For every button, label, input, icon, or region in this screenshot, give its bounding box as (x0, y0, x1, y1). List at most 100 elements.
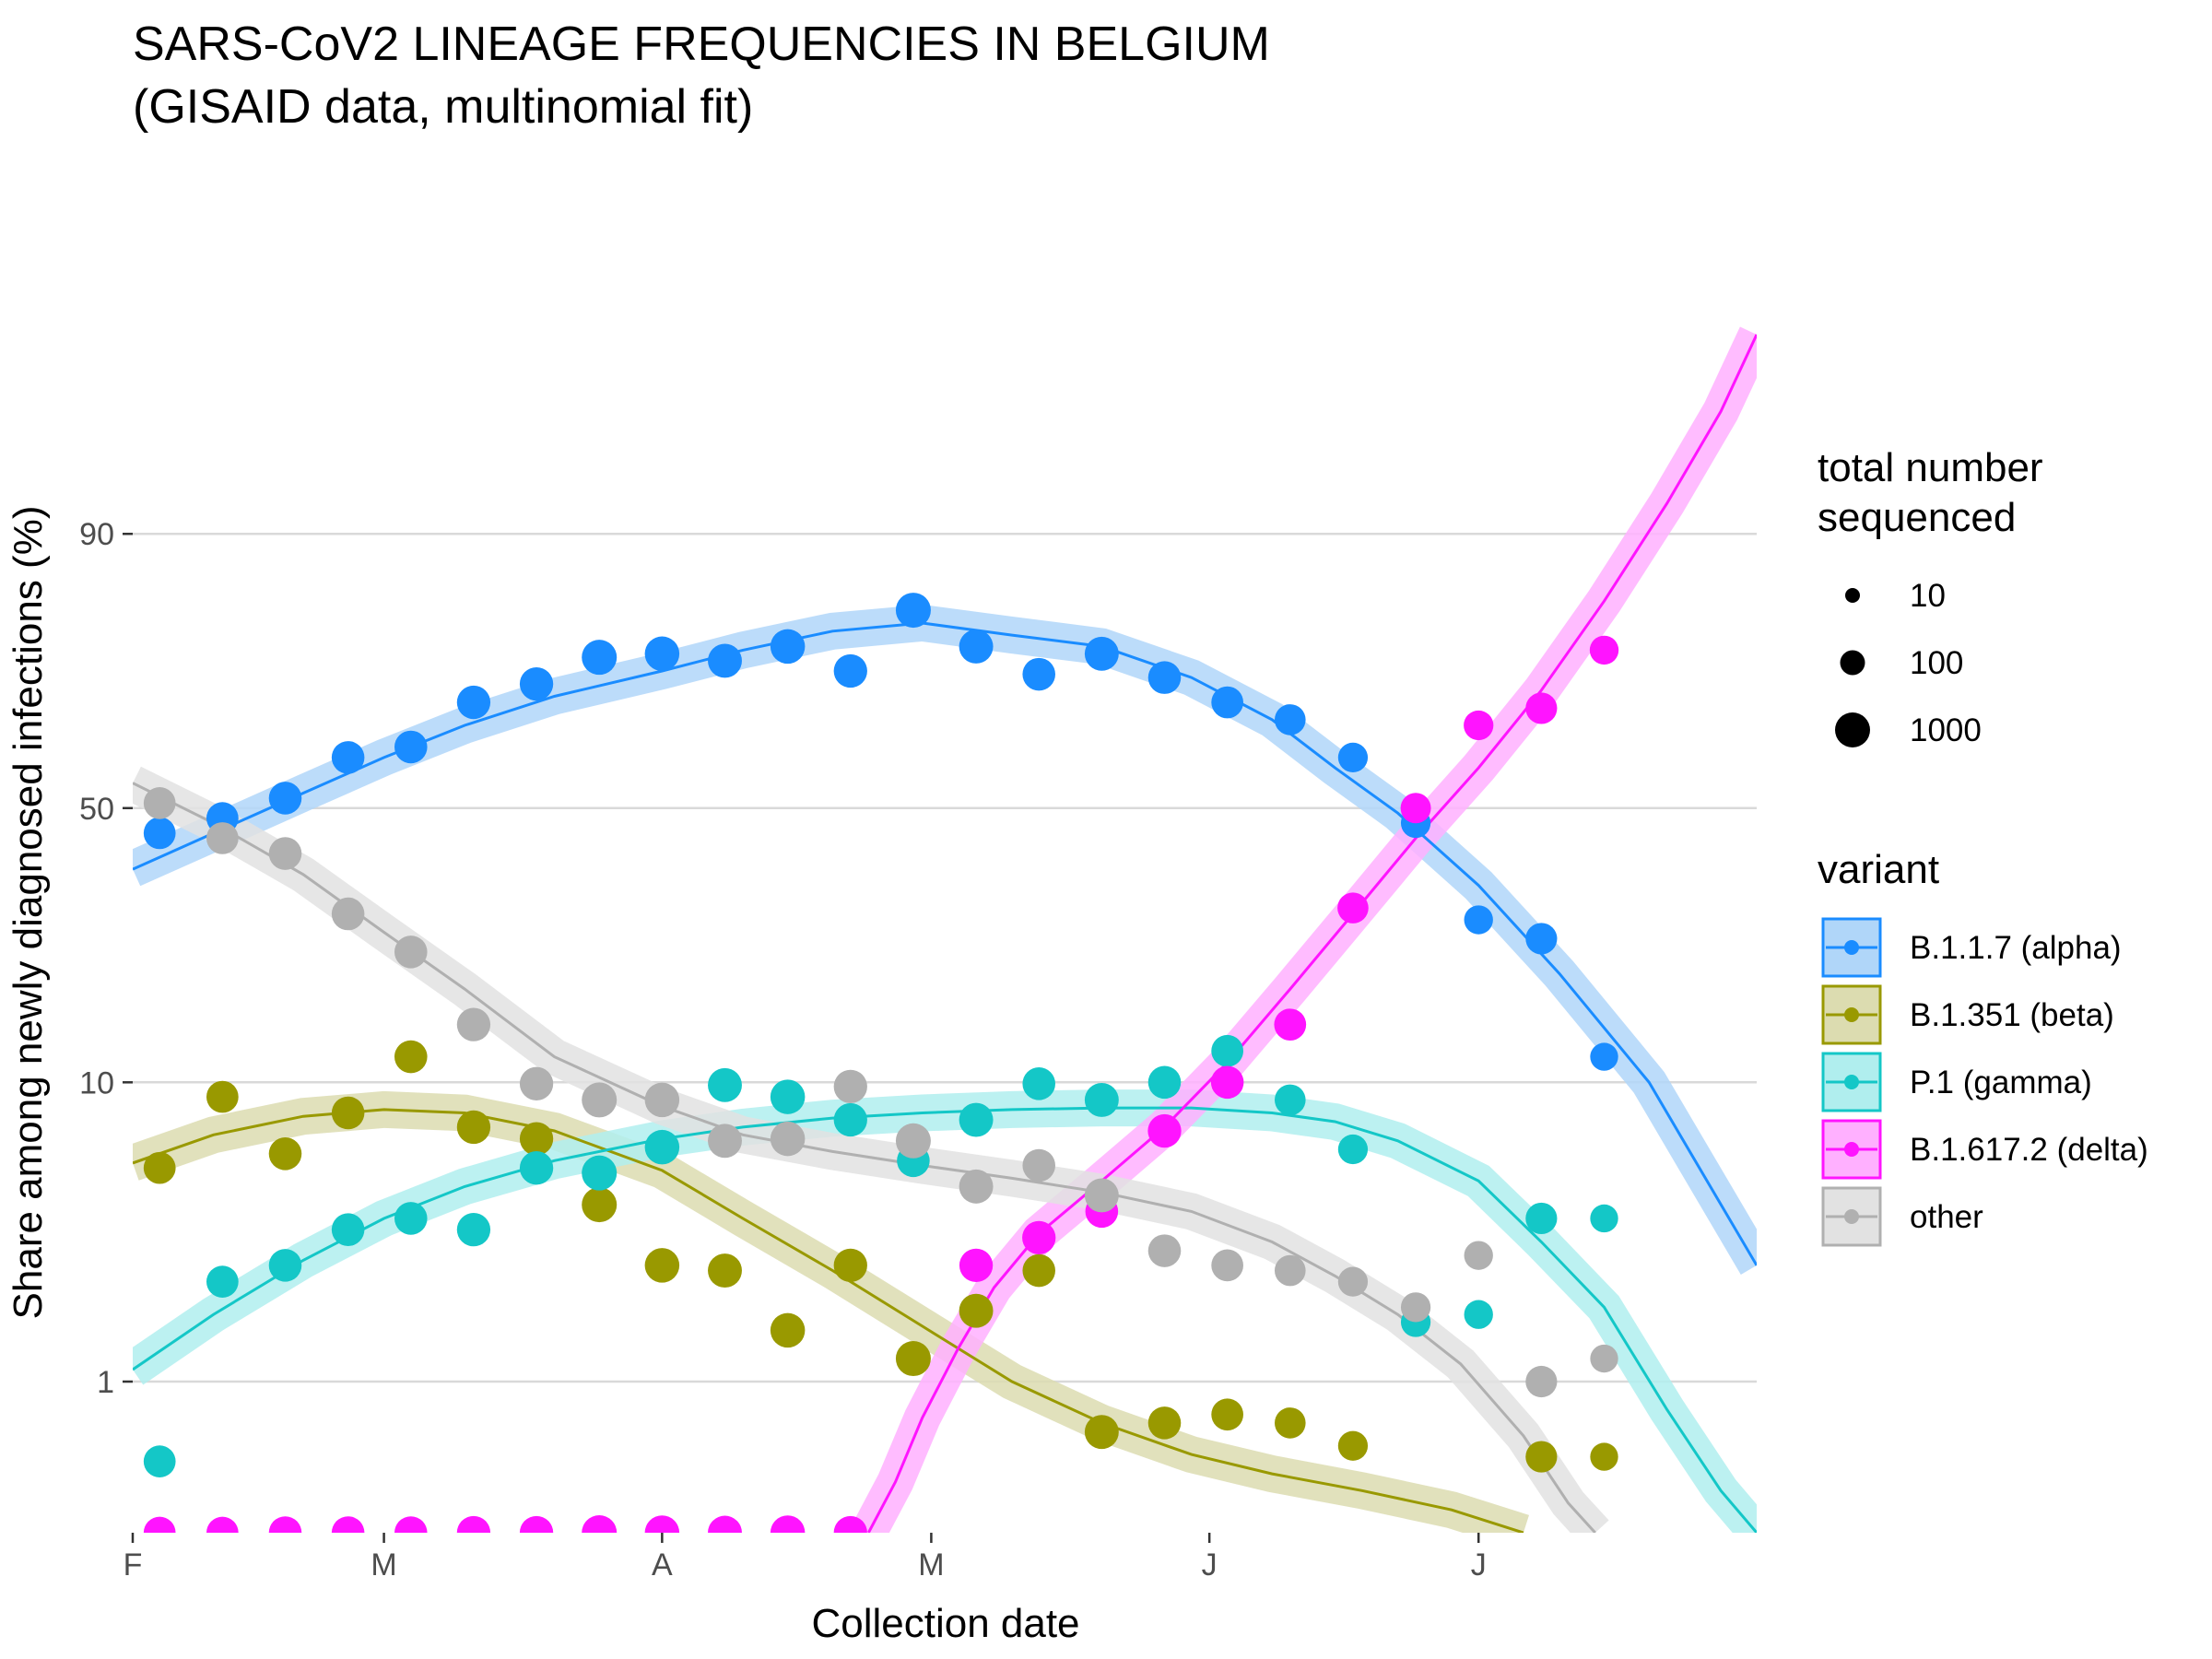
point-b-1-1-7-alpha-7 (582, 640, 618, 676)
point-b-1-351-beta-15 (1084, 1415, 1119, 1450)
point-p-1-gamma-0 (143, 1445, 176, 1477)
point-b-1-617-2-delta-17 (1274, 1008, 1307, 1041)
point-b-1-351-beta-5 (456, 1110, 491, 1145)
point-b-1-351-beta-13 (959, 1293, 994, 1328)
point-other-0 (143, 787, 176, 819)
size-legend-label-0: 10 (1910, 578, 1946, 614)
size-legend-title-1: sequenced (1818, 495, 2016, 540)
point-b-1-351-beta-0 (143, 1151, 176, 1184)
point-other-1 (206, 822, 239, 854)
point-b-1-351-beta-18 (1274, 1407, 1306, 1439)
point-b-1-351-beta-10 (770, 1312, 806, 1348)
legend-label-b-1-617-2-delta: B.1.617.2 (delta) (1910, 1132, 2148, 1168)
point-other-5 (456, 1007, 491, 1041)
point-other-3 (331, 897, 365, 931)
y-tick-label-50: 50 (79, 792, 114, 827)
point-p-1-gamma-11 (833, 1102, 867, 1137)
point-other-2 (268, 837, 302, 870)
x-tick-label-3: M (918, 1547, 944, 1583)
fit-line-p-1-gamma (133, 1106, 1757, 1533)
point-b-1-1-7-alpha-8 (644, 636, 680, 672)
point-b-1-1-7-alpha-0 (143, 817, 176, 850)
point-b-1-351-beta-9 (708, 1253, 742, 1288)
point-b-1-1-7-alpha-17 (1211, 686, 1243, 719)
point-b-1-1-7-alpha-3 (331, 741, 365, 774)
point-other-17 (1211, 1249, 1243, 1282)
point-b-1-617-2-delta-4 (394, 1516, 428, 1533)
point-other-6 (519, 1066, 554, 1100)
point-b-1-617-2-delta-10 (770, 1515, 806, 1533)
point-b-1-617-2-delta-21 (1525, 692, 1558, 724)
point-b-1-617-2-delta-20 (1464, 710, 1494, 741)
size-legend-label-1: 100 (1910, 645, 1963, 681)
legend-label-b-1-1-7-alpha: B.1.1.7 (alpha) (1910, 930, 2122, 966)
point-b-1-617-2-delta-19 (1400, 793, 1431, 824)
point-p-1-gamma-15 (1084, 1082, 1119, 1117)
point-b-1-1-7-alpha-14 (1022, 657, 1055, 691)
point-p-1-gamma-13 (959, 1102, 994, 1137)
point-p-1-gamma-21 (1464, 1300, 1493, 1329)
y-tick-label-90: 90 (79, 517, 114, 552)
point-b-1-617-2-delta-1 (206, 1516, 239, 1533)
point-b-1-617-2-delta-8 (644, 1515, 680, 1533)
point-b-1-351-beta-3 (331, 1096, 365, 1130)
point-b-1-617-2-delta-9 (708, 1515, 742, 1533)
axes: 1 10 50 90 F M A M J J (79, 517, 1487, 1583)
point-b-1-1-7-alpha-13 (959, 629, 994, 664)
point-b-1-617-2-delta-3 (331, 1516, 365, 1533)
point-other-7 (582, 1082, 618, 1118)
point-p-1-gamma-2 (268, 1249, 302, 1282)
point-b-1-1-7-alpha-15 (1084, 636, 1119, 671)
fit-line-other (133, 782, 1596, 1533)
point-p-1-gamma-6 (519, 1151, 554, 1185)
point-other-4 (394, 935, 428, 969)
point-other-21 (1464, 1241, 1493, 1270)
point-other-18 (1274, 1254, 1306, 1287)
point-other-10 (770, 1121, 806, 1157)
point-b-1-617-2-delta-13 (1022, 1220, 1056, 1255)
point-b-1-617-2-delta-2 (268, 1516, 302, 1533)
point-b-1-351-beta-8 (644, 1248, 680, 1283)
point-p-1-gamma-5 (456, 1213, 491, 1247)
point-p-1-gamma-9 (708, 1067, 742, 1102)
band-b-1-351-beta (133, 1090, 1529, 1533)
point-b-1-1-7-alpha-12 (895, 593, 931, 629)
y-axis-label: Share among newly diagnosed infections (… (6, 506, 51, 1320)
size-legend-dot-2 (1835, 712, 1870, 747)
legend-dot-b-1-351-beta (1844, 1007, 1859, 1022)
x-tick-label-0: F (124, 1547, 143, 1583)
point-b-1-351-beta-16 (1147, 1406, 1182, 1440)
legend-dot-other (1844, 1209, 1859, 1224)
y-tick-label-1: 1 (97, 1365, 114, 1400)
point-p-1-gamma-23 (1590, 1204, 1618, 1233)
fit-line-b-1-617-2-delta (866, 334, 1757, 1533)
point-b-1-617-2-delta-11 (833, 1515, 867, 1533)
point-b-1-351-beta-11 (833, 1248, 867, 1283)
point-other-9 (708, 1124, 742, 1159)
point-p-1-gamma-8 (644, 1129, 680, 1165)
point-p-1-gamma-16 (1147, 1065, 1182, 1100)
point-other-14 (1022, 1148, 1055, 1182)
size-legend-label-2: 1000 (1910, 712, 1982, 748)
point-b-1-351-beta-17 (1211, 1398, 1243, 1431)
point-other-19 (1337, 1266, 1369, 1297)
point-b-1-617-2-delta-16 (1210, 1065, 1244, 1100)
size-legend-title-0: total number (1818, 445, 2043, 490)
point-b-1-617-2-delta-6 (519, 1515, 554, 1533)
y-tick-label-10: 10 (79, 1065, 114, 1100)
point-b-1-617-2-delta-18 (1337, 892, 1369, 924)
point-p-1-gamma-4 (394, 1202, 428, 1235)
x-tick-label-1: M (371, 1547, 396, 1583)
point-other-12 (895, 1123, 931, 1159)
point-b-1-617-2-delta-12 (959, 1248, 994, 1283)
legend: total number sequenced 10 100 1000 variant B.1… (1818, 445, 2148, 1247)
point-p-1-gamma-1 (206, 1265, 239, 1298)
chart-title: SARS-CoV2 LINEAGE FREQUENCIES IN BELGIUM (133, 18, 1270, 71)
point-b-1-1-7-alpha-18 (1274, 704, 1306, 735)
chart-subtitle: (GISAID data, multinomial fit) (133, 80, 754, 134)
legend-label-b-1-351-beta: B.1.351 (beta) (1910, 997, 2114, 1033)
band-b-1-617-2-delta (852, 326, 1757, 1533)
point-b-1-351-beta-2 (268, 1137, 302, 1171)
point-b-1-351-beta-7 (582, 1187, 618, 1223)
point-b-1-351-beta-20 (1525, 1441, 1558, 1473)
